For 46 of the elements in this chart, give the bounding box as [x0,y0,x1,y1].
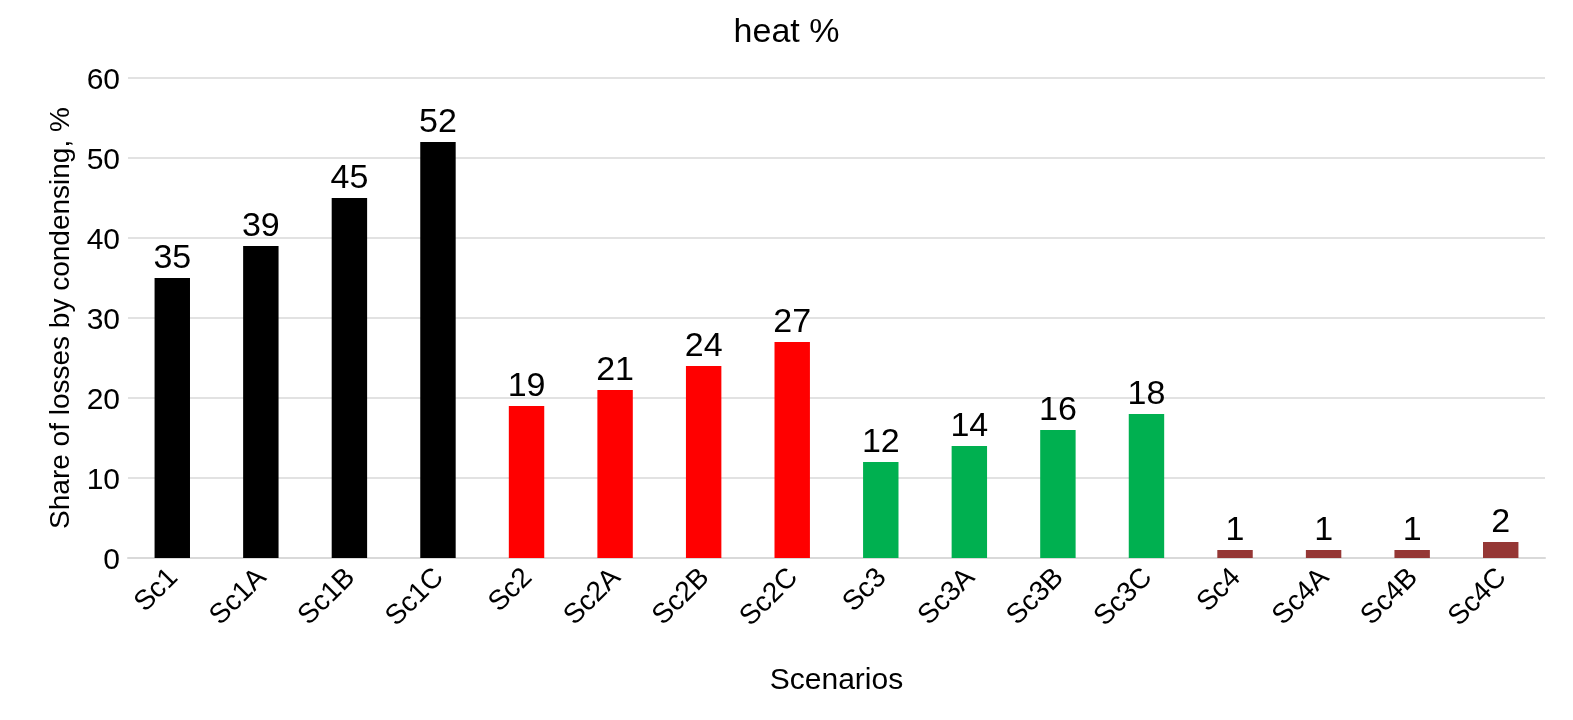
data-label: 16 [1038,389,1077,427]
data-label: 1 [1402,509,1422,547]
data-label: 1 [1314,509,1334,547]
y-tick-label: 30 [86,301,120,335]
data-label: 19 [507,365,546,403]
data-label: 21 [596,349,635,387]
y-tick-label: 10 [86,461,120,495]
x-axis-title: Scenarios [769,661,904,695]
bar [774,342,810,558]
y-axis-title: Share of losses by condensing, % [43,107,75,529]
bar [1483,542,1519,558]
bar [1217,550,1253,558]
x-tick-label: Sc4 [1189,561,1246,618]
bar [597,390,633,558]
x-tick-label: Sc2 [481,561,538,618]
y-tick-label: 20 [86,381,120,415]
data-label: 45 [330,157,369,195]
bar [1040,430,1076,558]
chart-title: heat % [733,11,840,49]
bar [1128,414,1165,558]
bar [1305,550,1342,558]
bar [508,406,545,558]
data-label: 12 [861,421,900,459]
y-tick-label: 60 [86,61,120,95]
data-label: 39 [241,205,280,243]
data-label: 35 [153,237,192,275]
bar [951,446,988,558]
bar [1394,550,1430,558]
bar [420,142,456,558]
bar [685,366,722,558]
y-tick-label: 40 [86,221,120,255]
data-label: 2 [1491,501,1511,539]
data-label: 27 [773,301,812,339]
bar [154,278,190,558]
bar [863,462,899,558]
x-tick-label: Sc1 [127,561,184,618]
y-tick-label: 50 [86,141,120,175]
data-label: 14 [950,405,989,443]
bar [331,198,368,558]
data-label: 24 [684,325,723,363]
data-label: 18 [1127,373,1166,411]
y-tick-label: 0 [103,541,120,575]
data-label: 52 [419,101,457,139]
x-tick-label: Sc3 [835,561,892,618]
bar [243,246,279,558]
data-label: 1 [1225,509,1245,547]
